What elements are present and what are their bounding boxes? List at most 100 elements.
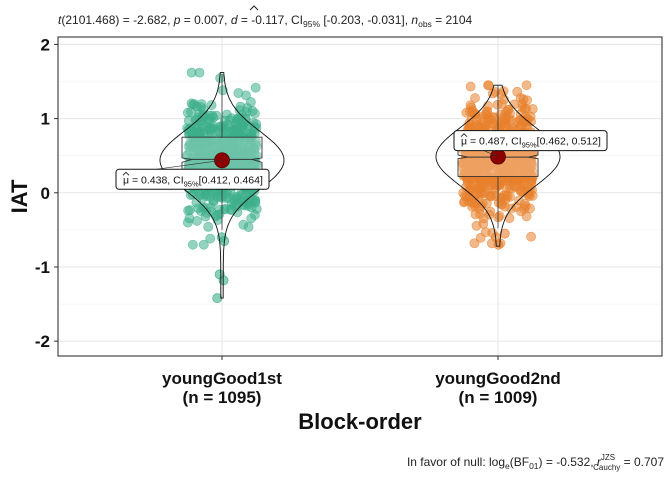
data-point (230, 135, 241, 146)
data-point (217, 85, 228, 96)
data-point (191, 114, 202, 125)
mean-label-connector (483, 150, 499, 157)
data-point (522, 113, 533, 124)
data-point (474, 204, 485, 214)
data-point (486, 118, 497, 129)
mean-hat-mark (460, 133, 468, 137)
data-point (184, 205, 195, 215)
data-point (512, 86, 523, 97)
y-tick-label: 1 (41, 110, 50, 129)
caption-r-label: r (597, 455, 602, 469)
outlier-point (493, 239, 504, 250)
caption-prefix: In favor of null: log (407, 455, 505, 469)
subtitle-n-text: = 2104 (432, 13, 473, 27)
data-point (244, 149, 255, 159)
data-point (470, 93, 480, 103)
x-tick-n-label: (n = 1009) (459, 388, 538, 407)
mean-symbol: μ (461, 136, 470, 148)
data-point (239, 195, 250, 206)
data-point (246, 213, 257, 224)
caption-log-sub: e (505, 461, 510, 471)
subtitle-ci-text: [-0.203, -0.031], (320, 13, 411, 27)
data-point (242, 103, 253, 113)
data-point (230, 198, 241, 209)
subtitle-t-label: t (58, 13, 62, 27)
data-point (188, 140, 199, 151)
data-point (501, 183, 512, 193)
violin-outline (159, 72, 285, 299)
panel-border (57, 36, 663, 357)
data-point (521, 211, 532, 222)
x-tick-label: youngGood1st (162, 369, 282, 388)
subtitle-n-label: n (411, 13, 418, 27)
caption-bf-sub: 01 (529, 461, 539, 471)
data-point (193, 203, 204, 214)
data-point (233, 88, 244, 98)
data-point (246, 128, 256, 139)
mean-symbol: μ (123, 174, 132, 186)
data-point (471, 220, 482, 231)
y-axis-title: IAT (7, 179, 32, 213)
data-point (522, 163, 532, 174)
data-point (210, 144, 221, 155)
data-point (251, 204, 262, 214)
data-point (482, 175, 493, 185)
data-point (200, 137, 211, 148)
data-point (223, 119, 234, 130)
data-point (465, 81, 476, 92)
data-point (483, 80, 494, 91)
data-point (198, 239, 209, 250)
mean-ci-text: [0.462, 0.512] (537, 136, 601, 148)
data-point (482, 107, 492, 118)
outlier-point (499, 228, 510, 239)
violin-outline (435, 84, 561, 247)
mean-value-text: = 0.438, CI (132, 174, 184, 186)
mean-label-text: μ = 0.487, CI95%[0.462, 0.512] (461, 136, 601, 150)
panel-background (58, 37, 662, 356)
data-point (496, 89, 506, 99)
data-point (504, 213, 515, 224)
x-axis-title: Block-order (298, 409, 422, 434)
data-point (465, 182, 476, 192)
mean-ci-text: [0.412, 0.464] (199, 174, 263, 186)
data-point (515, 109, 526, 119)
data-point (465, 106, 475, 117)
subtitle-n-sub: obs (418, 19, 432, 29)
data-point (238, 219, 249, 230)
data-point (203, 114, 214, 125)
data-point (458, 171, 469, 181)
data-point (526, 174, 537, 185)
mean-value-text: = 0.487, CI (470, 136, 522, 148)
caption-mid: ) = -0.532, (539, 455, 597, 469)
data-point (222, 188, 233, 199)
subtitle-ci-sub: 95% (303, 19, 320, 29)
subtitle-p-text: = 0.007, (180, 13, 230, 27)
data-point (484, 209, 495, 220)
data-point (213, 134, 224, 144)
caption-bf: (BF (510, 455, 529, 469)
data-point (250, 82, 261, 93)
bayes-caption: In favor of null: loge(BF01) = -0.532, r… (407, 453, 664, 472)
caption-r-sub: Cauchy (593, 463, 620, 472)
mean-label-connector (155, 159, 223, 170)
data-point (182, 217, 193, 228)
subtitle-p-label: p (173, 13, 181, 27)
data-point (194, 67, 205, 78)
data-point (519, 198, 530, 209)
y-tick-label: 0 (41, 184, 50, 203)
data-point (527, 104, 538, 114)
data-point (232, 125, 243, 136)
mean-label-text: μ = 0.438, CI95%[0.412, 0.464] (123, 174, 263, 188)
subtitle-df-text: (2101.468) = -2.682, (61, 13, 173, 27)
mean-ci-sub: 95% (184, 179, 199, 188)
data-point (251, 119, 262, 129)
mean-label-box (453, 130, 608, 152)
data-point (196, 99, 207, 110)
data-point (186, 127, 197, 138)
mean-hat-mark (122, 171, 130, 176)
data-point (186, 98, 197, 109)
data-point (526, 231, 537, 242)
data-point (192, 215, 202, 226)
data-point (205, 191, 215, 202)
